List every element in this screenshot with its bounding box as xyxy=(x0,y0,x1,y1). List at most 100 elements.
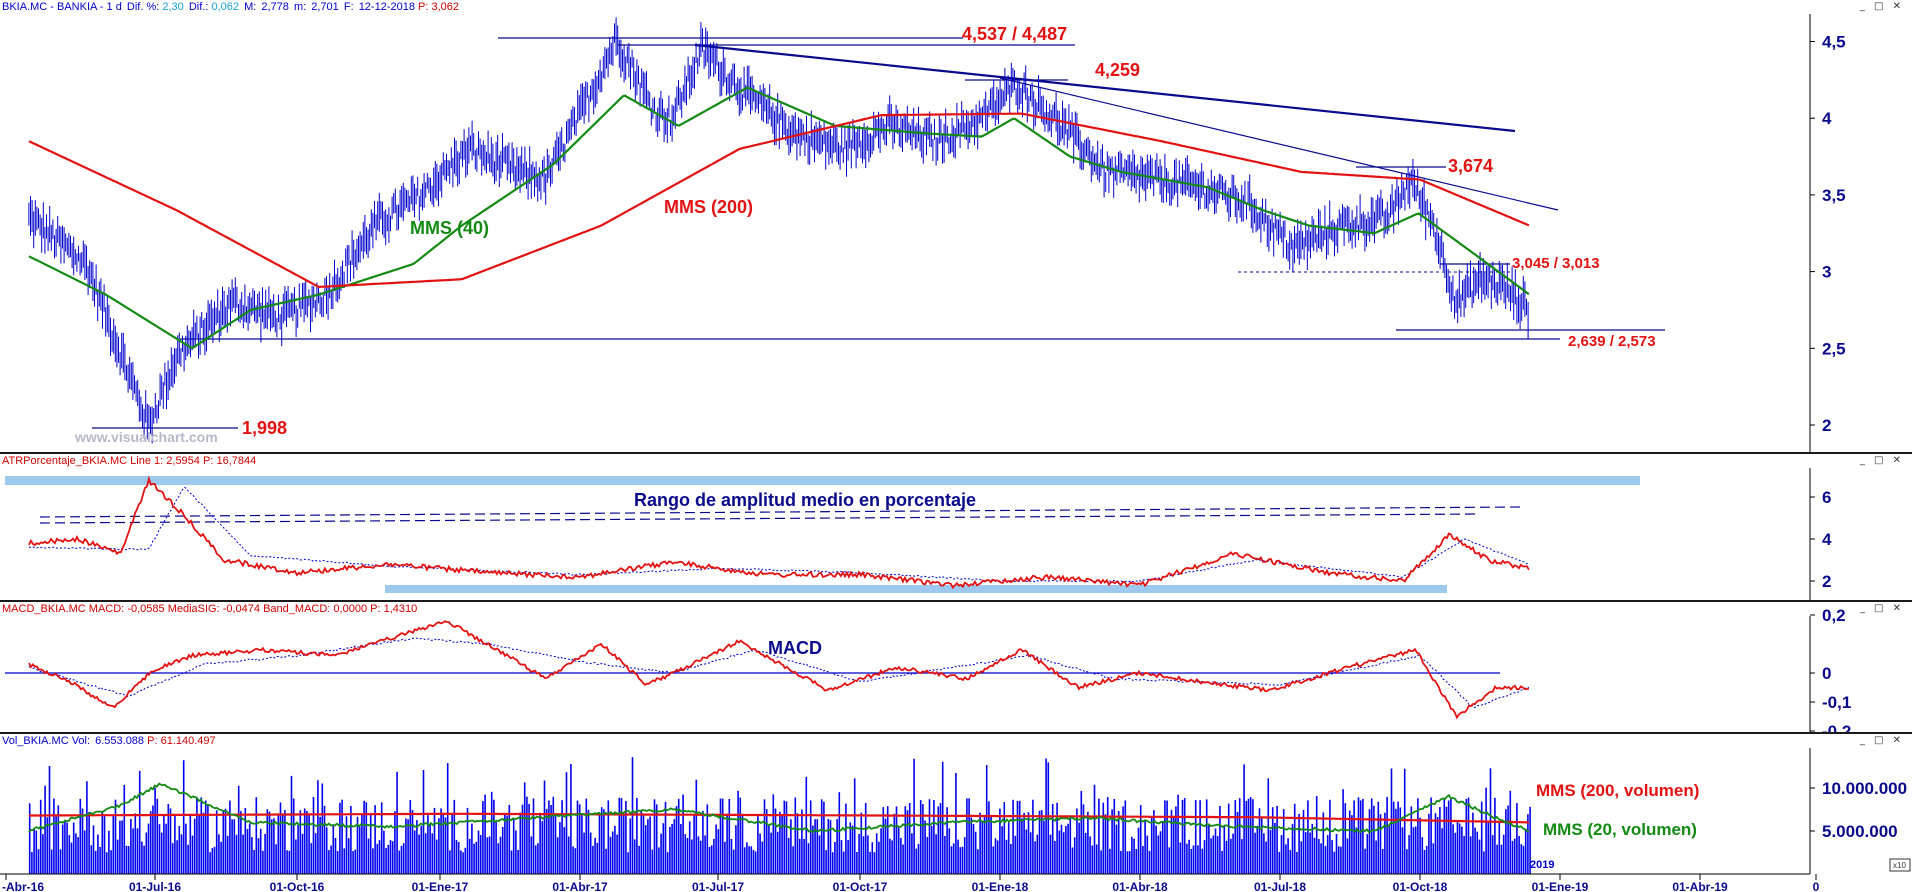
volume-bar xyxy=(204,800,207,874)
volume-bar xyxy=(1452,824,1454,874)
volume-bar xyxy=(398,850,401,874)
volume-bar xyxy=(462,852,464,874)
volume-bar xyxy=(156,798,159,874)
volume-bar xyxy=(651,849,654,874)
volume-bar xyxy=(138,770,141,874)
volume-bar xyxy=(1111,809,1113,874)
volume-bar xyxy=(671,824,673,874)
volume-bar xyxy=(79,798,82,874)
volume-bar xyxy=(1496,844,1498,874)
volume-bar xyxy=(237,785,240,874)
price-window-buttons[interactable]: _ □ ✕ xyxy=(1859,1,1904,12)
separator-2[interactable] xyxy=(0,600,1912,602)
volume-bar xyxy=(827,818,830,874)
atr-window-buttons[interactable]: _ □ ✕ xyxy=(1859,455,1904,466)
volume-bar xyxy=(781,814,783,874)
volume-bar xyxy=(1062,832,1065,874)
volume-bar xyxy=(1524,828,1527,874)
volume-bar xyxy=(363,800,365,874)
volume-bar xyxy=(1406,849,1408,874)
volume-bar xyxy=(196,797,198,874)
volume-bar xyxy=(693,813,695,874)
volume-bar xyxy=(1388,826,1391,874)
volume-bar xyxy=(1474,827,1476,874)
macd-band-value: 0,0000 xyxy=(333,603,368,615)
volume-bar xyxy=(1516,803,1518,874)
volume-bar xyxy=(222,810,225,874)
volume-bar xyxy=(92,825,95,874)
volume-bar xyxy=(1436,817,1439,874)
volume-bar xyxy=(134,813,137,874)
volume-bar xyxy=(1155,825,1157,874)
volume-bar xyxy=(882,807,885,874)
volume-bar xyxy=(512,817,515,874)
corner-box[interactable] xyxy=(1889,858,1911,872)
volume-bar xyxy=(1087,811,1089,874)
volume-bar xyxy=(191,835,194,874)
volume-bar xyxy=(453,799,456,874)
volume-bar xyxy=(105,852,108,874)
volume-bar xyxy=(1395,808,1397,874)
macd-tick-label: 0 xyxy=(1822,664,1831,683)
macd-window-buttons[interactable]: _ □ ✕ xyxy=(1859,603,1904,614)
volume-bar xyxy=(440,808,442,874)
volume-bar xyxy=(235,834,238,874)
volume-bar xyxy=(935,834,937,874)
separator-3[interactable] xyxy=(0,732,1912,734)
volume-bar xyxy=(1513,838,1516,874)
volume-bar xyxy=(719,798,722,874)
volume-bar xyxy=(121,820,123,874)
volume-bar xyxy=(226,835,229,874)
mms200-line xyxy=(28,112,1530,289)
volume-panel: Vol_BKIA.MC Vol: 6.553.088 P: 61.140.497… xyxy=(0,734,1912,892)
volume-bar xyxy=(1289,850,1292,874)
volume-bar xyxy=(1494,797,1496,874)
volume-bar xyxy=(341,799,343,874)
volume-bar xyxy=(1463,836,1465,874)
volume-bar xyxy=(301,833,304,874)
volume-bar xyxy=(840,840,843,874)
volume-bar xyxy=(776,831,779,874)
volume-bar xyxy=(174,815,176,874)
volume-bar xyxy=(713,838,715,874)
watermark: www.visualchart.com xyxy=(74,429,218,445)
volume-bar xyxy=(867,835,869,874)
volume-bar xyxy=(862,836,865,874)
separator-1[interactable] xyxy=(0,452,1912,454)
volume-bar xyxy=(1014,835,1017,874)
volume-bar xyxy=(1082,804,1085,874)
volume-bar xyxy=(933,800,935,874)
volume-bar xyxy=(1058,830,1061,874)
volume-bar xyxy=(286,850,288,874)
volume-bar xyxy=(125,845,128,874)
dif-value: 0,062 xyxy=(211,1,239,13)
volume-window-buttons[interactable]: _ □ ✕ xyxy=(1859,735,1904,746)
volume-bar xyxy=(28,803,31,874)
volume-bar xyxy=(1368,809,1371,874)
volume-bar xyxy=(728,799,731,874)
volume-value: 6.553.088 xyxy=(95,735,145,747)
volume-bar xyxy=(1467,797,1470,874)
volume-bar xyxy=(1326,835,1329,874)
volume-bar xyxy=(574,848,577,874)
volume-bar xyxy=(644,825,647,874)
volume-bar xyxy=(339,802,341,874)
volume-bar xyxy=(999,808,1001,874)
volume-bar xyxy=(695,779,698,874)
volume-bar xyxy=(1188,839,1190,874)
volume-bar xyxy=(1192,845,1195,874)
volume-bar xyxy=(1164,800,1166,874)
volume-bar xyxy=(211,848,214,874)
volume-bar xyxy=(977,849,979,874)
volume-bar xyxy=(669,827,671,874)
volume-bar xyxy=(629,818,632,874)
volume-bar xyxy=(517,850,519,874)
volume-bar xyxy=(1034,841,1036,874)
volume-bar xyxy=(435,839,438,874)
trendline-main xyxy=(694,43,1516,133)
volume-bar xyxy=(1425,845,1428,874)
volume-bar xyxy=(1529,806,1531,874)
volume-bar xyxy=(1190,849,1193,874)
trendline-secondary xyxy=(999,77,1559,211)
volume-chart: 5.000.000 10.000.000 MMS (200, volumen) M… xyxy=(0,748,1911,892)
